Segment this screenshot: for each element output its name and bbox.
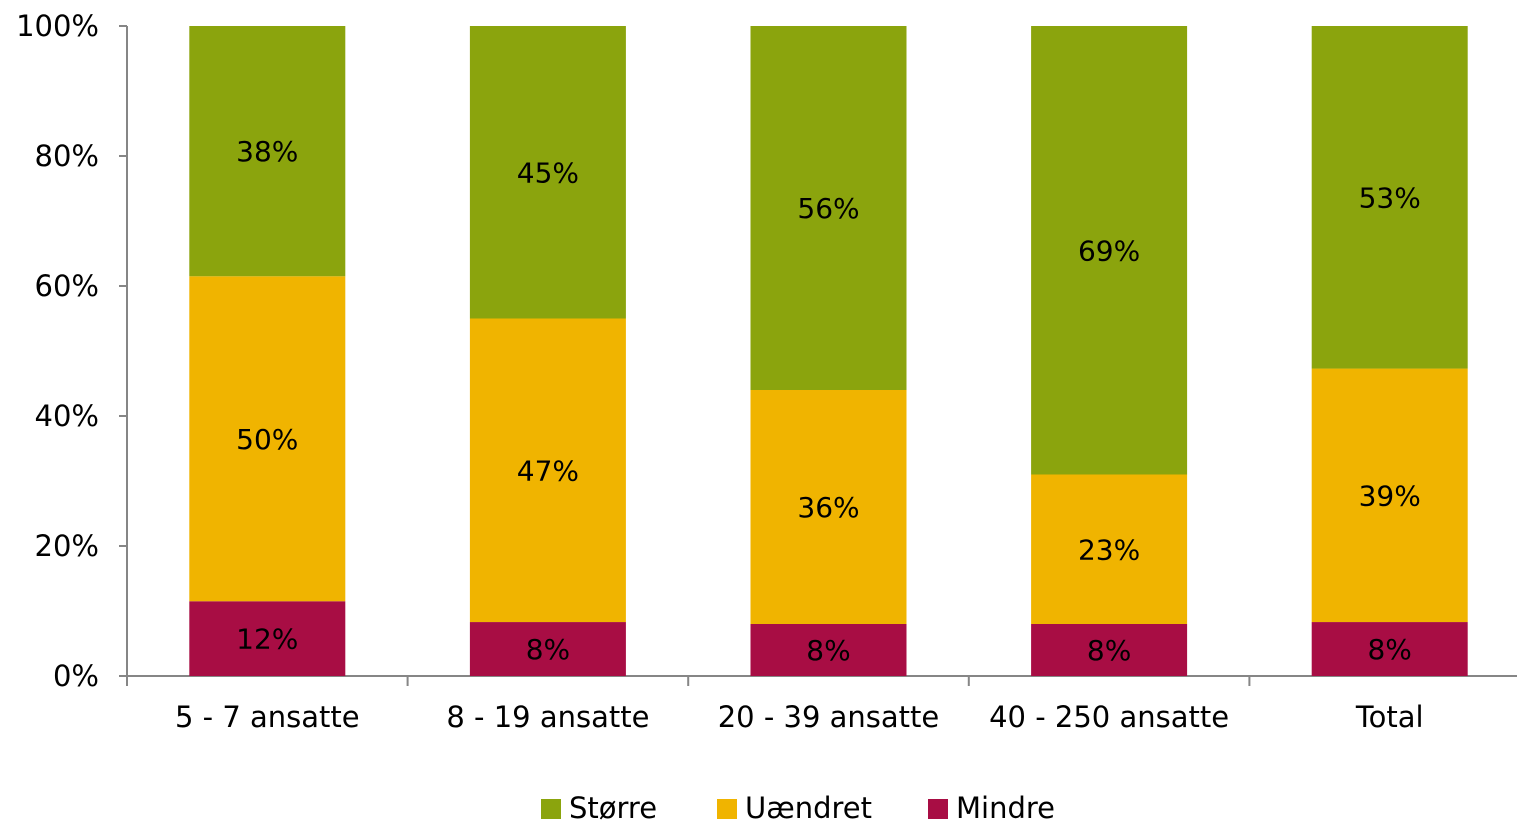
bar-større — [469, 26, 626, 319]
data-label: 50% — [236, 423, 298, 456]
bar-uændret — [750, 390, 907, 624]
x-category-label: 5 - 7 ansatte — [175, 700, 360, 734]
bar-mindre — [1311, 622, 1468, 676]
legend-swatch — [928, 799, 948, 819]
data-label: 12% — [236, 623, 298, 656]
bar-uændret — [469, 318, 626, 623]
data-labels: 12% 50% 38% 8% 47% 45% 8% 36% 56% 8% 23% 69% 8% 39% 53… — [236, 135, 1421, 667]
x-category-label: 20 - 39 ansatte — [718, 700, 940, 734]
data-label: 56% — [797, 192, 859, 225]
bar-mindre — [1031, 624, 1188, 676]
data-label: 8% — [806, 634, 850, 667]
x-category-label: 40 - 250 ansatte — [989, 700, 1229, 734]
bar-større — [1031, 26, 1188, 475]
data-label: 47% — [517, 454, 579, 487]
y-tick-label: 40% — [35, 399, 99, 433]
bar-uændret — [189, 276, 346, 602]
y-tick-label: 80% — [35, 139, 99, 173]
legend: Større Uændret Mindre — [541, 791, 1055, 822]
legend-label: Større — [569, 791, 657, 822]
bar-større — [189, 26, 346, 277]
bar-mindre — [189, 601, 346, 676]
x-category-label: 8 - 19 ansatte — [446, 700, 649, 734]
bar-mindre — [469, 622, 626, 676]
data-label: 38% — [236, 135, 298, 168]
x-axis: 5 - 7 ansatte 8 - 19 ansatte 20 - 39 ansat… — [126, 675, 1517, 734]
bars — [189, 26, 1468, 676]
data-label: 8% — [526, 633, 570, 666]
data-label: 45% — [517, 156, 579, 189]
data-label: 39% — [1359, 479, 1421, 512]
bar-mindre — [750, 624, 907, 676]
legend-swatch — [717, 799, 737, 819]
data-label: 69% — [1078, 234, 1140, 267]
legend-label: Mindre — [956, 791, 1055, 822]
y-axis: 0% 20% 40% 60% 80% 100% — [16, 9, 128, 693]
bar-større — [1311, 26, 1468, 369]
y-tick-label: 60% — [35, 269, 99, 303]
data-label: 8% — [1087, 634, 1131, 667]
data-label: 23% — [1078, 533, 1140, 566]
data-label: 36% — [797, 491, 859, 524]
x-category-label: Total — [1355, 700, 1424, 734]
y-tick-label: 100% — [16, 9, 99, 43]
bar-uændret — [1311, 368, 1468, 623]
y-tick-label: 20% — [35, 529, 99, 563]
legend-swatch — [541, 799, 561, 819]
bar-uændret — [1031, 474, 1188, 624]
legend-label: Uændret — [745, 791, 872, 822]
y-tick-label: 0% — [53, 659, 99, 693]
data-label: 8% — [1367, 633, 1411, 666]
data-label: 53% — [1359, 181, 1421, 214]
bar-større — [750, 26, 907, 390]
